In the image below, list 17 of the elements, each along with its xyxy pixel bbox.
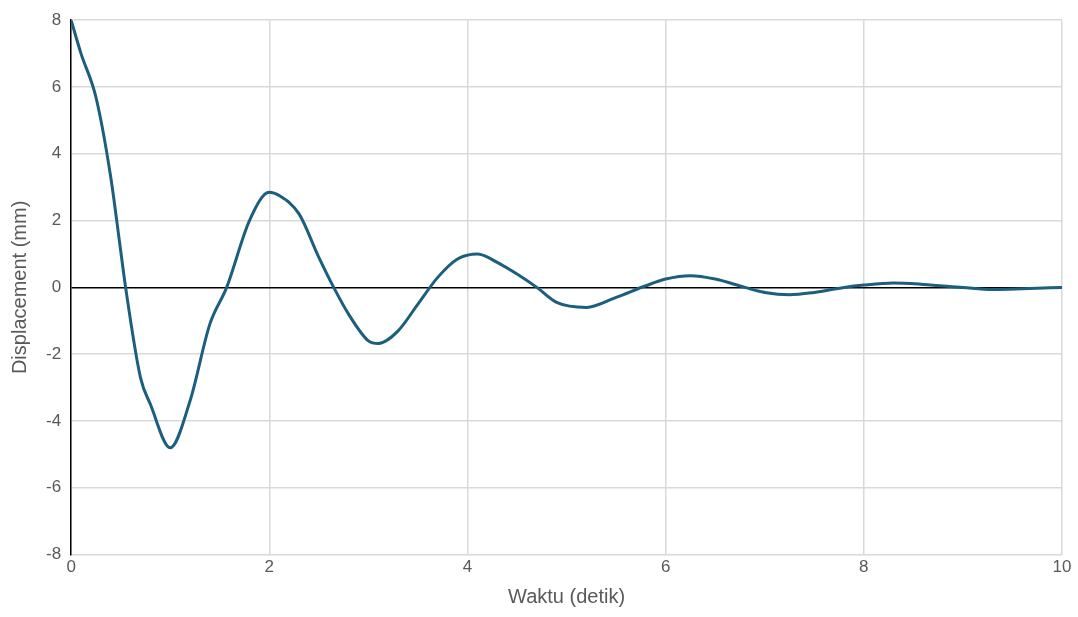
- y-tick-label: 6: [51, 76, 62, 96]
- y-axis-title: Displacement (mm): [7, 200, 30, 375]
- x-tick-label: 4: [462, 557, 473, 577]
- x-tick-label: 6: [660, 557, 671, 577]
- y-tick-label: 4: [51, 143, 62, 163]
- x-tick-label: 2: [264, 557, 275, 577]
- y-tick-label: -6: [45, 477, 62, 497]
- y-tick-label: 2: [51, 210, 62, 230]
- x-axis-title: Waktu (detik): [508, 584, 626, 607]
- y-tick-label: 0: [51, 277, 62, 297]
- x-tick-label: 0: [66, 557, 76, 577]
- y-tick-label: 8: [51, 9, 62, 29]
- y-tick-label: -4: [45, 410, 62, 430]
- y-tick-label: -2: [45, 343, 62, 363]
- y-tick-label: -8: [45, 544, 62, 564]
- x-tick-label: 10: [1052, 557, 1072, 577]
- x-tick-label: 8: [859, 557, 869, 577]
